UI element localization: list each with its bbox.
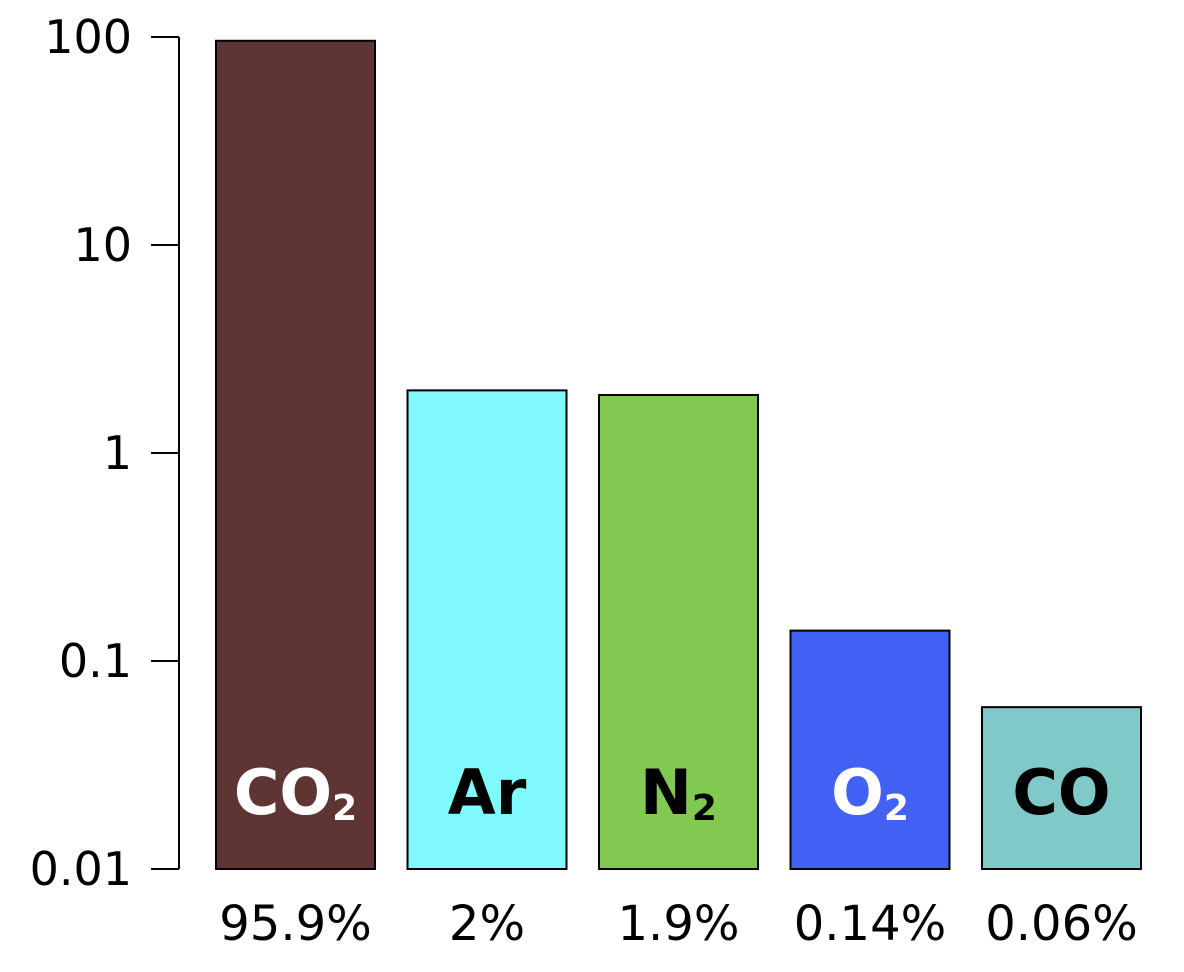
- bars: [215, 39, 1142, 870]
- bar-percent-label: 1.9%: [618, 896, 740, 952]
- bar-formula-label: CO2: [234, 756, 357, 829]
- bar-formula-label: N2: [640, 756, 717, 829]
- bar: [598, 394, 759, 870]
- y-axis: 100 10 1 0.1 0.01: [30, 10, 180, 896]
- y-tick-label: 0.1: [59, 634, 132, 688]
- bar: [789, 629, 951, 870]
- y-tick-label: 100: [44, 10, 132, 64]
- bar-formula-label: CO: [1012, 756, 1110, 829]
- y-tick-label: 1: [103, 426, 132, 480]
- y-tick-label: 10: [73, 218, 132, 272]
- bar-percent-label: 2%: [449, 896, 525, 952]
- labels: CO2 95.9% Ar 2% N2 1.9% O2 0.14% CO 0.06%: [219, 756, 1137, 952]
- bar: [981, 706, 1142, 870]
- y-tick-label: 0.01: [30, 842, 132, 896]
- bar-percent-label: 95.9%: [219, 896, 371, 952]
- bar-percent-label: 0.14%: [794, 896, 946, 952]
- bar-formula-label: O2: [831, 756, 909, 829]
- bar-formula-label: Ar: [448, 756, 527, 829]
- bar: [215, 39, 376, 870]
- bar-percent-label: 0.06%: [985, 896, 1137, 952]
- bar: [406, 389, 568, 870]
